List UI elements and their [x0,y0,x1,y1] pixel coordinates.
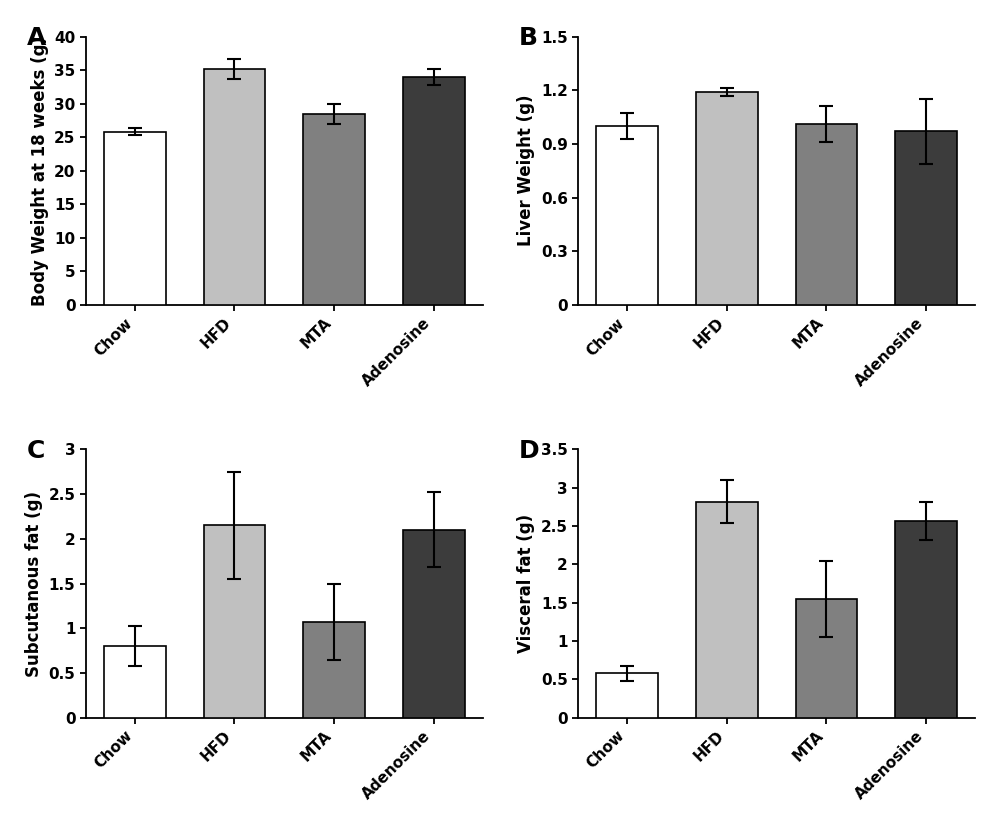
Y-axis label: Liver Weight (g): Liver Weight (g) [517,95,535,246]
Bar [204,69,265,305]
Y-axis label: Subcutanous fat (g): Subcutanous fat (g) [25,490,43,676]
Bar [104,131,166,305]
Text: B: B [519,26,538,50]
Bar [104,646,166,718]
Y-axis label: Body Weight at 18 weeks (g): Body Weight at 18 weeks (g) [31,36,49,306]
Bar [696,92,758,305]
Text: A: A [26,26,46,50]
Bar [596,673,658,718]
Bar [303,114,365,305]
Bar [895,131,957,305]
Text: C: C [26,438,45,462]
Y-axis label: Visceral fat (g): Visceral fat (g) [517,514,535,653]
Bar [403,530,465,718]
Bar [895,521,957,718]
Bar [204,525,265,718]
Bar [403,77,465,305]
Text: D: D [519,438,539,462]
Bar [796,124,857,305]
Bar [696,501,758,718]
Bar [796,599,857,718]
Bar [303,622,365,718]
Bar [596,126,658,305]
